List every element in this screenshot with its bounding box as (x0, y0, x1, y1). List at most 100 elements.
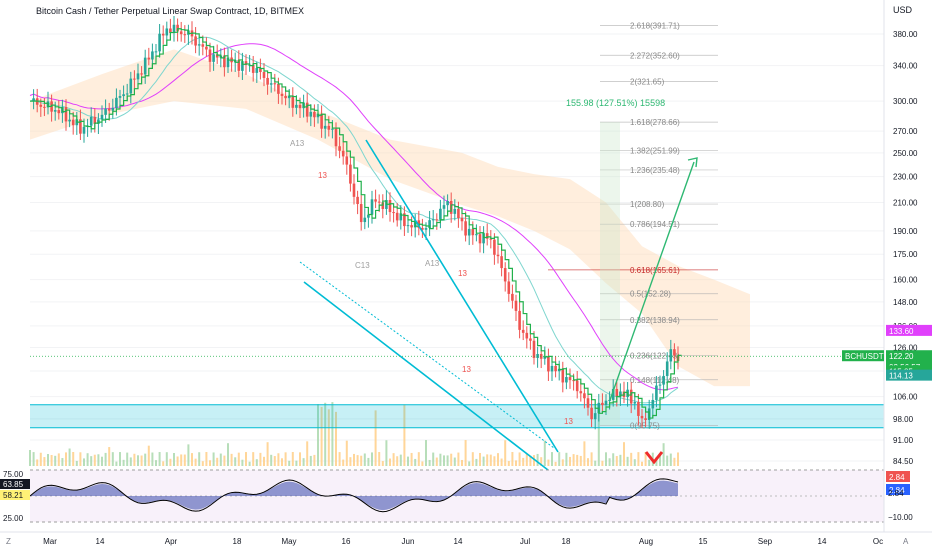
volume-bar (230, 453, 233, 466)
volume-bars (29, 402, 679, 466)
candle-body (561, 368, 565, 383)
stairstep-indicator (30, 28, 682, 419)
volume-bar (410, 452, 413, 466)
x-tick-label: May (281, 537, 296, 546)
x-tick-label: Sep (758, 537, 773, 546)
volume-bar (558, 452, 561, 466)
fib-label: 1.618(278.66) (630, 118, 680, 127)
volume-bar (144, 453, 147, 466)
volume-bar (569, 456, 571, 466)
volume-bar (273, 456, 276, 466)
volume-bar (443, 455, 445, 466)
candle-body (255, 68, 259, 73)
candle-body (39, 104, 43, 107)
volume-bar (353, 453, 355, 466)
volume-bar (529, 455, 532, 466)
price-tag (886, 369, 932, 381)
candle-body (273, 83, 277, 85)
fib-label: 0(95.75) (630, 422, 660, 431)
candle-body (439, 208, 442, 220)
candle-body (176, 24, 179, 32)
falling-wedge[interactable] (299, 139, 559, 471)
candle-body (241, 61, 244, 71)
volume-bar (169, 458, 172, 466)
y-tick-label: 300.00 (893, 97, 918, 106)
volume-bar (317, 404, 319, 466)
cycle-label: A13 (425, 259, 440, 268)
candle-body (151, 51, 154, 60)
volume-bar (345, 440, 348, 466)
support-zone-rect (30, 404, 884, 428)
candle-body (604, 400, 608, 406)
volume-bar (342, 459, 345, 466)
candle-body (82, 126, 86, 134)
projection[interactable]: 155.98 (127.51%) 15598 (566, 98, 698, 465)
volume-bar (259, 452, 262, 466)
volume-bar (191, 453, 193, 466)
volume-bar (137, 455, 139, 466)
fib-label: 1.382(251.99) (630, 147, 680, 156)
volume-bar (133, 453, 136, 466)
candle-body (579, 391, 583, 394)
volume-bar (65, 452, 67, 466)
candle-body (291, 95, 295, 108)
volume-bar (367, 457, 370, 466)
candle-body (669, 349, 673, 362)
projection-arrow (609, 161, 695, 401)
volume-bar (126, 452, 129, 466)
candle-body (64, 107, 68, 122)
candle-body (572, 380, 575, 382)
volume-bar (518, 452, 521, 466)
candle-body (201, 44, 205, 47)
volume-bar (111, 452, 114, 466)
volume-bar (349, 457, 352, 466)
volume-bar (223, 455, 226, 466)
volume-bar (363, 453, 366, 466)
candle-body (489, 238, 493, 240)
candle-body (485, 233, 489, 239)
fib-label: 2(321.65) (630, 77, 665, 86)
volume-bar (331, 402, 334, 466)
volume-bar (677, 452, 679, 466)
volume-bar (576, 454, 579, 466)
candle-body (327, 125, 331, 130)
candle-body (431, 219, 435, 221)
volume-bar (176, 456, 179, 466)
volume-bar (396, 456, 399, 466)
volume-bar (482, 456, 485, 466)
candle-body (313, 111, 316, 118)
zoom-icon: Z (6, 537, 11, 546)
volume-bar (255, 459, 258, 466)
candle-body (71, 119, 75, 126)
candle-body (644, 418, 647, 420)
candle-body (611, 388, 615, 400)
volume-bar (554, 461, 557, 466)
wedge-upper-line (365, 139, 559, 453)
volume-bar (338, 452, 341, 466)
price-tag-label: 133.60 (889, 327, 914, 336)
candle-body (637, 402, 640, 416)
wedge-mid-line (299, 261, 555, 449)
volume-bar (543, 440, 546, 466)
candle-body (374, 199, 377, 202)
volume-bar (75, 460, 78, 466)
candle-body (550, 365, 554, 372)
volume-bar (57, 453, 60, 466)
volume-bar (147, 445, 150, 466)
candle-body (496, 254, 500, 257)
osc-left-tag (0, 490, 30, 500)
volume-bar (209, 460, 211, 466)
x-tick-label: 18 (233, 537, 242, 546)
candle-body (388, 200, 392, 213)
ma-fast-line (29, 36, 679, 404)
volume-bar (579, 455, 582, 466)
candle-body (345, 156, 349, 165)
volume-bar (486, 454, 489, 466)
candle-body (205, 46, 208, 50)
candle-body (475, 234, 478, 236)
candle-body (453, 208, 457, 214)
volume-bar (61, 458, 64, 466)
candle-body (320, 113, 323, 129)
price-tag-label: 122.20 (889, 352, 914, 361)
